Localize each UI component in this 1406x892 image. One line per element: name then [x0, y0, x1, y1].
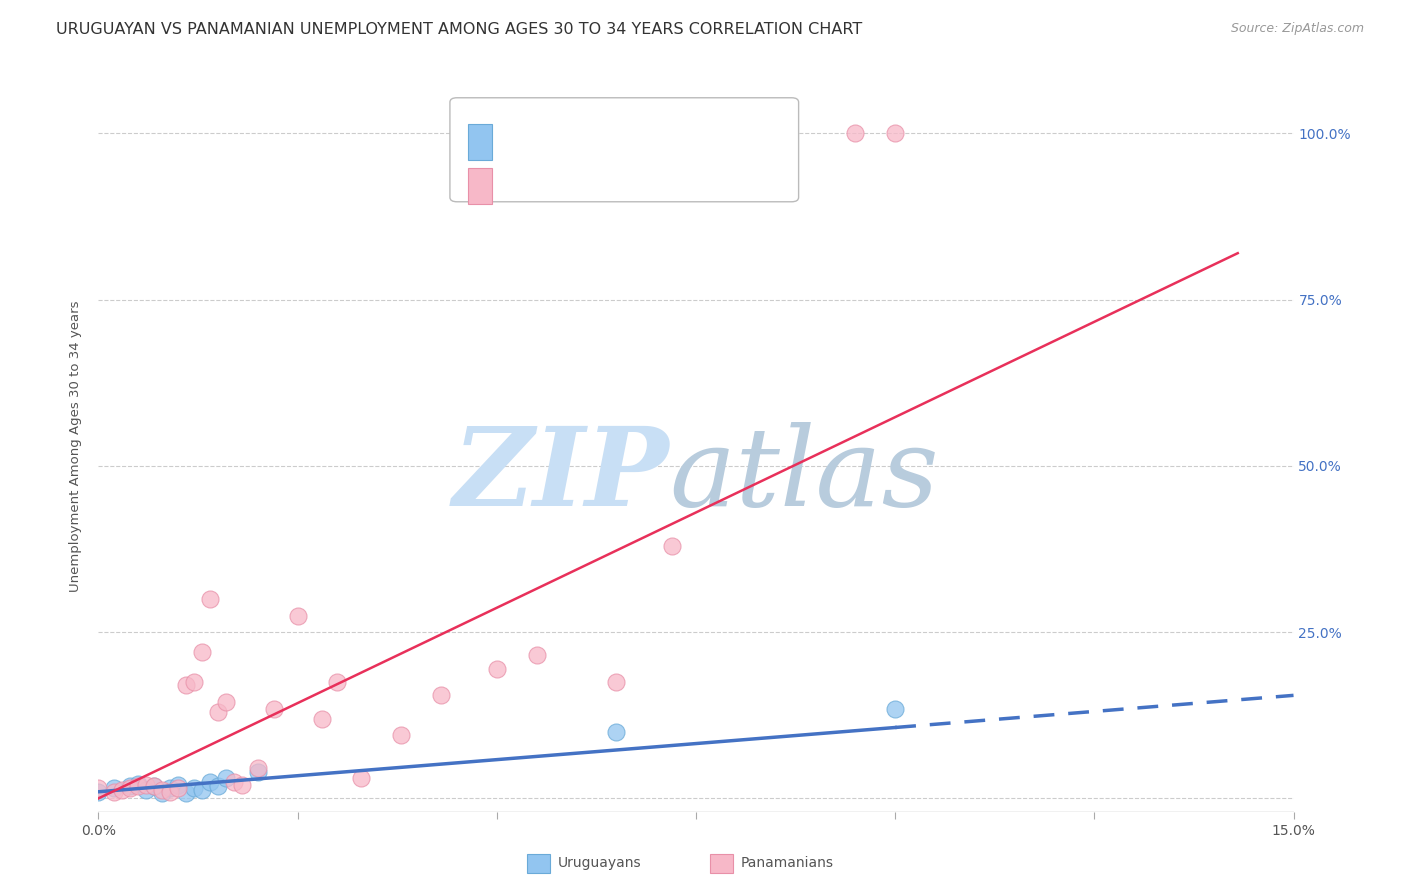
Point [120, 780, 142, 794]
Point [174, 678, 197, 692]
Text: 32: 32 [620, 177, 644, 194]
Text: 0.773: 0.773 [530, 177, 583, 194]
Point [150, 786, 173, 800]
Point [127, 777, 149, 791]
Point [183, 675, 205, 690]
Point [263, 701, 285, 715]
Point [87, 781, 110, 796]
Point [215, 772, 238, 786]
Point [198, 774, 221, 789]
Point [159, 781, 181, 796]
Text: N =: N = [572, 177, 624, 194]
Point [350, 772, 373, 786]
Point [246, 762, 269, 776]
Text: atlas: atlas [669, 422, 939, 529]
Point [207, 705, 229, 719]
Point [174, 786, 197, 800]
Point [103, 785, 125, 799]
Text: ZIP: ZIP [453, 422, 669, 529]
Y-axis label: Unemployment Among Ages 30 to 34 years: Unemployment Among Ages 30 to 34 years [69, 301, 83, 591]
Point [430, 689, 453, 703]
Point [159, 785, 181, 799]
Point [183, 781, 205, 796]
Text: Uruguayans: Uruguayans [558, 856, 641, 871]
Point [326, 675, 349, 690]
Point [884, 127, 907, 141]
Point [485, 662, 508, 676]
Point [389, 728, 412, 742]
Point [127, 780, 149, 794]
Point [87, 785, 110, 799]
Text: 18: 18 [620, 133, 643, 151]
Point [103, 781, 125, 796]
Point [884, 701, 907, 715]
Point [191, 645, 214, 659]
Text: URUGUAYAN VS PANAMANIAN UNEMPLOYMENT AMONG AGES 30 TO 34 YEARS CORRELATION CHART: URUGUAYAN VS PANAMANIAN UNEMPLOYMENT AMO… [56, 22, 862, 37]
Text: Source: ZipAtlas.com: Source: ZipAtlas.com [1230, 22, 1364, 36]
Point [111, 783, 134, 797]
Point [143, 780, 166, 794]
Text: R =: R = [501, 133, 537, 151]
Point [215, 695, 238, 709]
Point [150, 783, 173, 797]
Point [167, 781, 190, 796]
Point [135, 783, 157, 797]
Point [526, 648, 548, 663]
Point [167, 778, 190, 792]
Point [246, 764, 269, 779]
Point [207, 780, 229, 794]
Point [231, 778, 253, 792]
Point [191, 783, 214, 797]
Point [287, 608, 309, 623]
Point [222, 774, 245, 789]
Point [605, 725, 627, 739]
Text: 0.677: 0.677 [530, 133, 582, 151]
Point [143, 780, 166, 794]
Text: Panamanians: Panamanians [741, 856, 834, 871]
Text: R =: R = [501, 177, 537, 194]
Point [311, 712, 333, 726]
Point [198, 591, 221, 606]
Text: N =: N = [572, 133, 624, 151]
Point [135, 778, 157, 792]
Point [844, 127, 866, 141]
Point [661, 539, 683, 553]
Point [120, 781, 142, 796]
Point [605, 675, 627, 690]
